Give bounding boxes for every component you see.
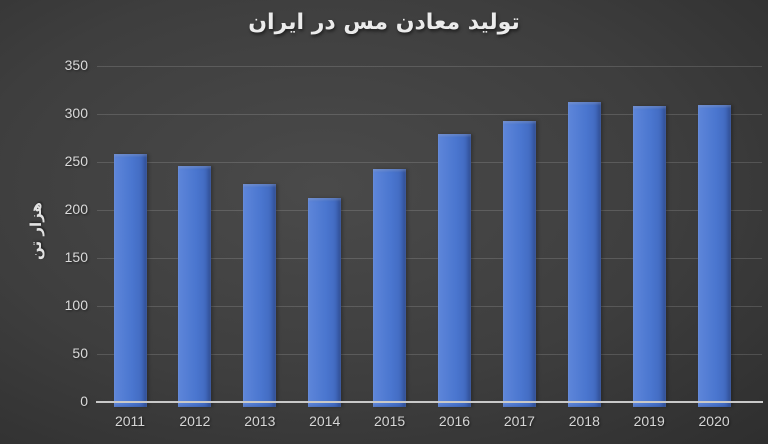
bar-2020: [697, 105, 731, 407]
x-tick-label: 2012: [179, 413, 211, 429]
bar-2011: [113, 154, 147, 407]
y-tick-label: 350: [64, 57, 88, 73]
y-tick-label: 100: [64, 297, 88, 313]
gridline: [97, 210, 762, 211]
x-tick-label: 2014: [309, 413, 341, 429]
y-tick-label: 50: [72, 345, 88, 361]
chart-title: تولید معادن مس در ایران: [248, 10, 520, 35]
plot-area: [96, 66, 763, 411]
x-axis-line: [96, 401, 763, 403]
gridline: [97, 354, 762, 355]
x-tick-label: 2015: [374, 413, 406, 429]
x-tick-label: 2017: [503, 413, 535, 429]
x-tick-label: 2013: [244, 413, 276, 429]
bar-2015: [373, 168, 407, 407]
gridline: [97, 258, 762, 259]
bar-2017: [502, 120, 536, 407]
gridline: [97, 162, 762, 163]
bar-2012: [178, 165, 212, 407]
y-axis-title: هزار تن: [27, 202, 45, 260]
gridline: [97, 306, 762, 307]
x-tick-label: 2011: [114, 413, 146, 429]
y-tick-label: 250: [64, 153, 88, 169]
bar-2014: [308, 198, 342, 407]
y-tick-label: 0: [80, 393, 88, 409]
x-tick-label: 2020: [698, 413, 730, 429]
bar-2013: [243, 184, 277, 407]
bar-2016: [438, 134, 471, 407]
y-tick-label: 150: [64, 249, 88, 265]
x-tick-label: 2018: [568, 413, 600, 429]
y-tick-label: 200: [64, 201, 88, 217]
x-tick-label: 2019: [633, 413, 665, 429]
x-tick-label: 2016: [438, 413, 471, 429]
gridline: [97, 66, 762, 67]
gridline: [97, 114, 762, 115]
bar-2019: [632, 106, 666, 407]
bar-2018: [567, 102, 601, 407]
y-tick-label: 300: [64, 105, 88, 121]
